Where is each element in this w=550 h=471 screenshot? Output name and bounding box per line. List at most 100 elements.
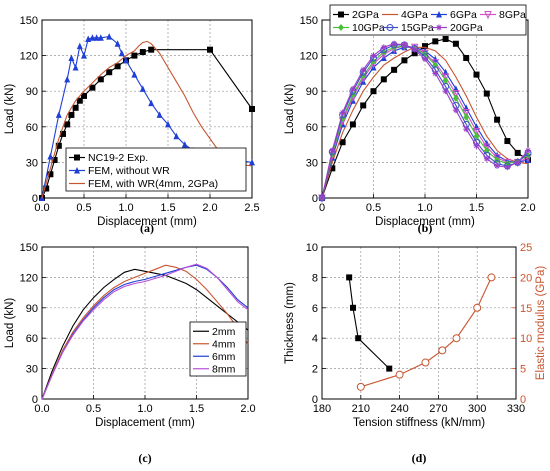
- data-point: [118, 49, 125, 57]
- data-point: [97, 34, 104, 41]
- legend-entry: 8mm: [193, 363, 236, 375]
- data-point: [346, 274, 353, 281]
- y-tick-label: 30: [26, 157, 38, 169]
- data-point: [339, 139, 346, 146]
- series-2: [321, 46, 529, 199]
- data-point: [76, 42, 83, 50]
- series-line: [348, 277, 390, 369]
- data-point: [421, 358, 430, 367]
- y-tick-label: 150: [20, 242, 38, 254]
- data-point: [249, 158, 255, 166]
- data-point: [473, 303, 482, 312]
- x-tick-label: 0.5: [86, 403, 101, 415]
- data-point: [72, 63, 79, 71]
- legend-entry: NC19-2 Exp.: [69, 152, 148, 164]
- legend-label: 15GPa: [401, 22, 434, 34]
- data-point: [47, 152, 54, 160]
- data-point: [97, 76, 104, 83]
- legend-marker: [338, 24, 344, 31]
- x-tick-label: 270: [429, 403, 447, 415]
- series-1: [41, 268, 249, 400]
- chart-panel-3: 0.0 0.5 1.0 1.5 2.0 0 30 60 90 120 150 Displacement…: [4, 242, 256, 465]
- y-tick-label: 2: [312, 364, 318, 376]
- x-axis-label: Displacement (mm): [375, 216, 475, 228]
- y-axis-label: Load (kN): [4, 84, 16, 135]
- y-tick-label: 150: [300, 15, 318, 27]
- series-2: [41, 264, 249, 400]
- data-point: [412, 47, 418, 53]
- legend-label: FEM, without WR: [88, 165, 170, 177]
- y-tick-label: 90: [306, 86, 318, 98]
- plot-frame: [321, 246, 517, 400]
- data-point: [432, 70, 438, 76]
- data-point: [442, 77, 449, 85]
- legend-marker: [484, 11, 492, 20]
- data-point: [349, 121, 356, 128]
- data-point: [64, 75, 71, 83]
- data-point: [432, 55, 439, 63]
- data-point: [525, 156, 531, 164]
- x-axis-label: Displacement (mm): [97, 216, 197, 228]
- y-tick-label: 0: [32, 394, 38, 406]
- data-point: [515, 159, 521, 165]
- x-tick-label: 0: [319, 202, 325, 214]
- x-tick-label: 180: [313, 403, 331, 415]
- data-point: [401, 42, 407, 48]
- y-right-tick-label: 20: [520, 272, 532, 284]
- legend-marker: [74, 167, 80, 174]
- data-point: [370, 88, 377, 95]
- data-point: [81, 52, 87, 59]
- y-right-tick-label: 5: [520, 364, 526, 376]
- x-tick-label: 2.0: [202, 202, 217, 214]
- panel-label: (b): [418, 221, 433, 235]
- series-line: [41, 40, 253, 199]
- x-tick-label: 0.0: [34, 202, 49, 214]
- y-axis-label: Load (kN): [284, 84, 296, 135]
- legend-label: 8GPa: [499, 9, 526, 21]
- data-point: [51, 157, 58, 164]
- data-point: [72, 104, 79, 111]
- data-point: [81, 92, 87, 99]
- y-tick-label: 60: [26, 122, 38, 134]
- series-2: [356, 273, 496, 391]
- x-tick-label: 0.5: [76, 202, 91, 214]
- panel-label: (d): [412, 451, 427, 465]
- data-point: [114, 40, 121, 47]
- data-point: [484, 156, 490, 162]
- y-tick-label: 30: [306, 157, 318, 169]
- data-point: [386, 365, 393, 372]
- data-point: [329, 165, 336, 172]
- panel-label: (c): [138, 451, 151, 465]
- y-tick-label: 0: [312, 394, 318, 406]
- data-point: [131, 71, 138, 78]
- data-point: [123, 56, 129, 64]
- series-3: [41, 40, 253, 199]
- y-right-tick-label: 15: [520, 303, 532, 315]
- legend-marker: [74, 154, 80, 161]
- data-point: [156, 111, 163, 118]
- data-point: [432, 38, 439, 45]
- data-point: [473, 71, 480, 78]
- series-5: [319, 42, 531, 202]
- data-point: [452, 94, 459, 102]
- y-tick-label: 120: [20, 272, 38, 284]
- legend-label: 8mm: [212, 363, 236, 375]
- chart-panel-4: 180 210 240 270 300 33002468100510152025Tensi…: [284, 242, 547, 465]
- data-point: [487, 273, 496, 282]
- data-point: [148, 99, 155, 107]
- x-tick-label: 1.0: [417, 202, 432, 214]
- x-axis-label: Displacement (mm): [95, 417, 195, 429]
- legend-entry: 8GPa: [480, 9, 526, 21]
- legend-label: 2mm: [212, 326, 236, 338]
- legend-entry: 2mm: [193, 326, 236, 338]
- x-tick-label: 240: [390, 403, 408, 415]
- y-tick-label: 120: [300, 51, 318, 63]
- x-tick-label: 330: [507, 403, 525, 415]
- data-point: [173, 132, 180, 140]
- y-tick-label: 90: [26, 86, 38, 98]
- y-tick-label: 30: [26, 364, 38, 376]
- data-point: [381, 44, 387, 50]
- data-point: [442, 35, 449, 42]
- panel-label: (a): [140, 221, 154, 235]
- x-tick-label: 2.5: [244, 202, 259, 214]
